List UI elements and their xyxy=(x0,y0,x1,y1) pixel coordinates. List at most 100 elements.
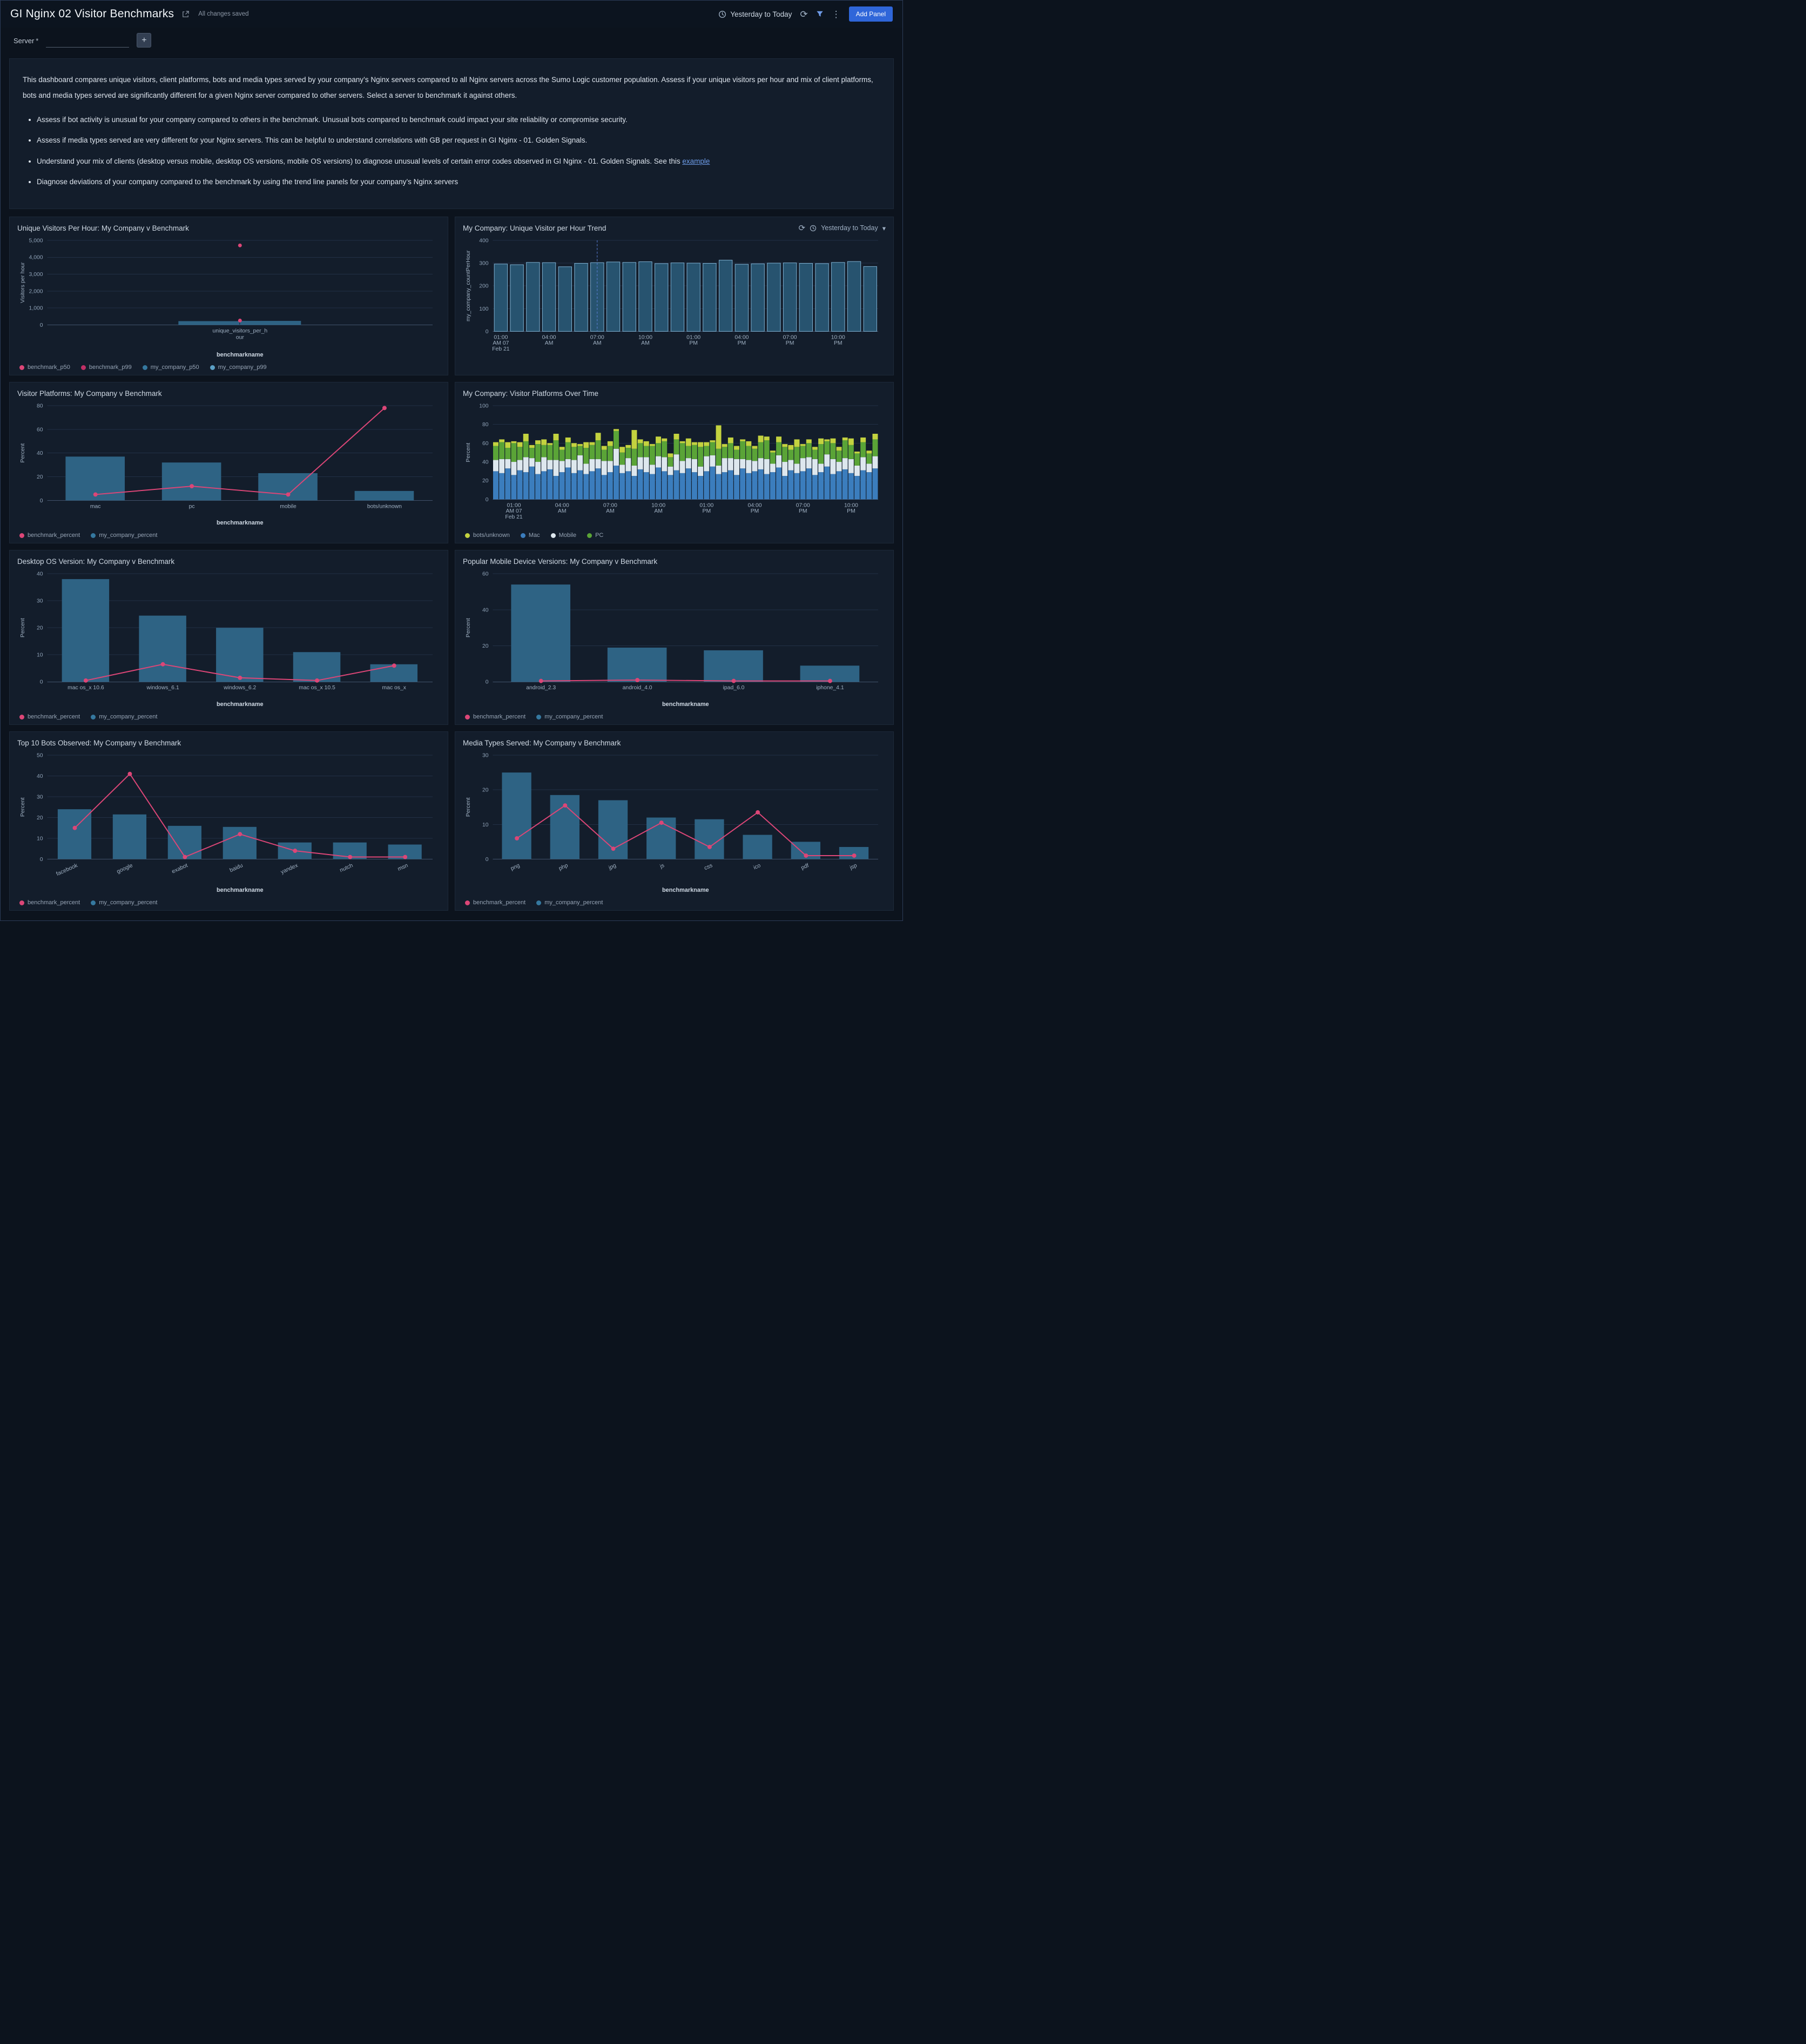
topbar: GI Nginx 02 Visitor Benchmarks All chang… xyxy=(1,1,902,28)
svg-text:20: 20 xyxy=(37,474,43,480)
legend-label: my_company_percent xyxy=(544,899,603,906)
add-panel-button[interactable]: Add Panel xyxy=(848,6,893,22)
description-bullet: Assess if bot activity is unusual for yo… xyxy=(37,114,880,126)
svg-text:android_4.0: android_4.0 xyxy=(623,685,652,691)
panel-time-range-control[interactable]: ⟳ Yesterday to Today ▾ xyxy=(799,223,886,233)
legend-swatch xyxy=(536,714,542,720)
svg-text:mobile: mobile xyxy=(280,503,296,509)
legend-swatch xyxy=(19,533,24,538)
svg-text:80: 80 xyxy=(37,404,43,409)
panel-unique-visitor-trend: My Company: Unique Visitor per Hour Tren… xyxy=(455,217,894,376)
svg-text:jsp: jsp xyxy=(848,863,858,871)
legend-swatch xyxy=(210,365,215,370)
legend-item[interactable]: benchmark_percent xyxy=(465,899,525,906)
legend-item[interactable]: benchmark_p99 xyxy=(80,364,132,371)
chart-desktop-os-version: 0 10 20 30 40 Percent benchmarkname mac os_x 10… xyxy=(20,571,433,708)
svg-text:300: 300 xyxy=(479,261,489,267)
svg-text:3,000: 3,000 xyxy=(29,272,43,278)
svg-text:css: css xyxy=(703,863,713,871)
svg-text:ipad_6.0: ipad_6.0 xyxy=(723,685,745,691)
panel-title: Visitor Platforms: My Company v Benchmar… xyxy=(17,389,162,398)
svg-text:60: 60 xyxy=(482,441,489,447)
legend-item[interactable]: my_company_percent xyxy=(536,714,603,720)
legend-item[interactable]: Mac xyxy=(520,532,540,539)
add-filter-button[interactable]: + xyxy=(137,33,152,48)
svg-text:0: 0 xyxy=(486,329,489,335)
kebab-menu-icon[interactable]: ⋮ xyxy=(831,9,841,19)
svg-text:Percent: Percent xyxy=(466,618,471,637)
svg-text:80: 80 xyxy=(482,422,489,428)
legend-item[interactable]: Mobile xyxy=(550,532,576,539)
server-filter-input[interactable] xyxy=(46,35,130,48)
legend-swatch xyxy=(550,533,556,538)
svg-text:my_company_countPerHour: my_company_countPerHour xyxy=(466,250,471,321)
time-range-control[interactable]: Yesterday to Today xyxy=(718,10,792,18)
svg-text:benchmarkname: benchmarkname xyxy=(217,352,264,358)
example-link[interactable]: example xyxy=(682,157,710,165)
svg-text:100: 100 xyxy=(479,404,489,409)
svg-text:exabot: exabot xyxy=(171,863,189,875)
svg-text:40: 40 xyxy=(482,460,489,466)
svg-text:php: php xyxy=(558,863,569,872)
svg-text:Percent: Percent xyxy=(20,618,26,637)
refresh-icon[interactable]: ⟳ xyxy=(800,9,808,19)
legend-label: my_company_percent xyxy=(99,714,158,721)
legend-item[interactable]: benchmark_percent xyxy=(19,532,80,539)
legend-item[interactable]: my_company_percent xyxy=(536,899,603,906)
legend-item[interactable]: benchmark_p50 xyxy=(19,364,70,371)
legend-label: my_company_percent xyxy=(99,899,158,906)
svg-text:100: 100 xyxy=(479,306,489,312)
dashboard-title: GI Nginx 02 Visitor Benchmarks xyxy=(10,8,174,20)
legend-item[interactable]: my_company_percent xyxy=(91,714,157,720)
svg-text:0: 0 xyxy=(486,680,489,685)
legend-item[interactable]: my_company_percent xyxy=(91,899,157,906)
chart-top-10-bots-observed: 0 10 20 30 40 50 Percent benchmarkname facebook g… xyxy=(20,753,433,893)
chart-visitor-platforms-benchmark: 0 20 40 60 80 Percent benchmarkname mac pc mobile… xyxy=(20,404,433,526)
share-dashboard-icon[interactable] xyxy=(181,10,190,18)
legend-item[interactable]: PC xyxy=(587,532,603,539)
legend-item[interactable]: my_company_p50 xyxy=(142,364,199,371)
filter-icon[interactable] xyxy=(816,10,824,18)
description-bullet: Diagnose deviations of your company comp… xyxy=(37,176,880,188)
legend-label: my_company_p50 xyxy=(150,364,199,371)
legend-swatch xyxy=(19,900,24,905)
svg-text:mac os_x: mac os_x xyxy=(382,685,407,691)
legend-swatch xyxy=(19,365,24,370)
refresh-icon[interactable]: ⟳ xyxy=(798,224,806,233)
legend-item[interactable]: benchmark_percent xyxy=(19,899,80,906)
svg-text:js: js xyxy=(659,863,665,870)
chart-media-types-served: 0 10 20 30 Percent benchmarkname png php jpg js cs… xyxy=(466,753,879,893)
svg-text:60: 60 xyxy=(37,427,43,433)
legend-item[interactable]: my_company_percent xyxy=(91,532,157,539)
description-bullets: Assess if bot activity is unusual for yo… xyxy=(23,114,880,188)
svg-text:20: 20 xyxy=(37,815,43,821)
legend-item[interactable]: my_company_p99 xyxy=(210,364,267,371)
svg-text:jpg: jpg xyxy=(608,863,617,871)
svg-text:1,000: 1,000 xyxy=(29,306,43,312)
svg-text:60: 60 xyxy=(482,571,489,577)
panel-title: Top 10 Bots Observed: My Company v Bench… xyxy=(17,738,181,747)
svg-text:20: 20 xyxy=(482,788,489,794)
description-bullet: Assess if media types served are very di… xyxy=(37,135,880,146)
chart-legend: benchmark_percent my_company_percent xyxy=(17,899,440,906)
panel-visitor-platforms-benchmark: Visitor Platforms: My Company v Benchmar… xyxy=(9,382,448,544)
legend-label: PC xyxy=(595,532,604,539)
legend-item[interactable]: benchmark_percent xyxy=(19,714,80,720)
legend-item[interactable]: bots/unknown xyxy=(465,532,510,539)
svg-text:Percent: Percent xyxy=(466,443,471,462)
filter-row: Server * + xyxy=(1,28,902,57)
svg-text:mac: mac xyxy=(90,503,101,509)
panel-title: Unique Visitors Per Hour: My Company v B… xyxy=(17,224,189,232)
legend-item[interactable]: benchmark_percent xyxy=(465,714,525,720)
svg-text:30: 30 xyxy=(37,599,43,604)
svg-text:android_2.3: android_2.3 xyxy=(526,685,556,691)
legend-label: my_company_percent xyxy=(544,714,603,721)
svg-text:windows_6.1: windows_6.1 xyxy=(146,685,179,691)
legend-label: benchmark_percent xyxy=(473,714,526,721)
